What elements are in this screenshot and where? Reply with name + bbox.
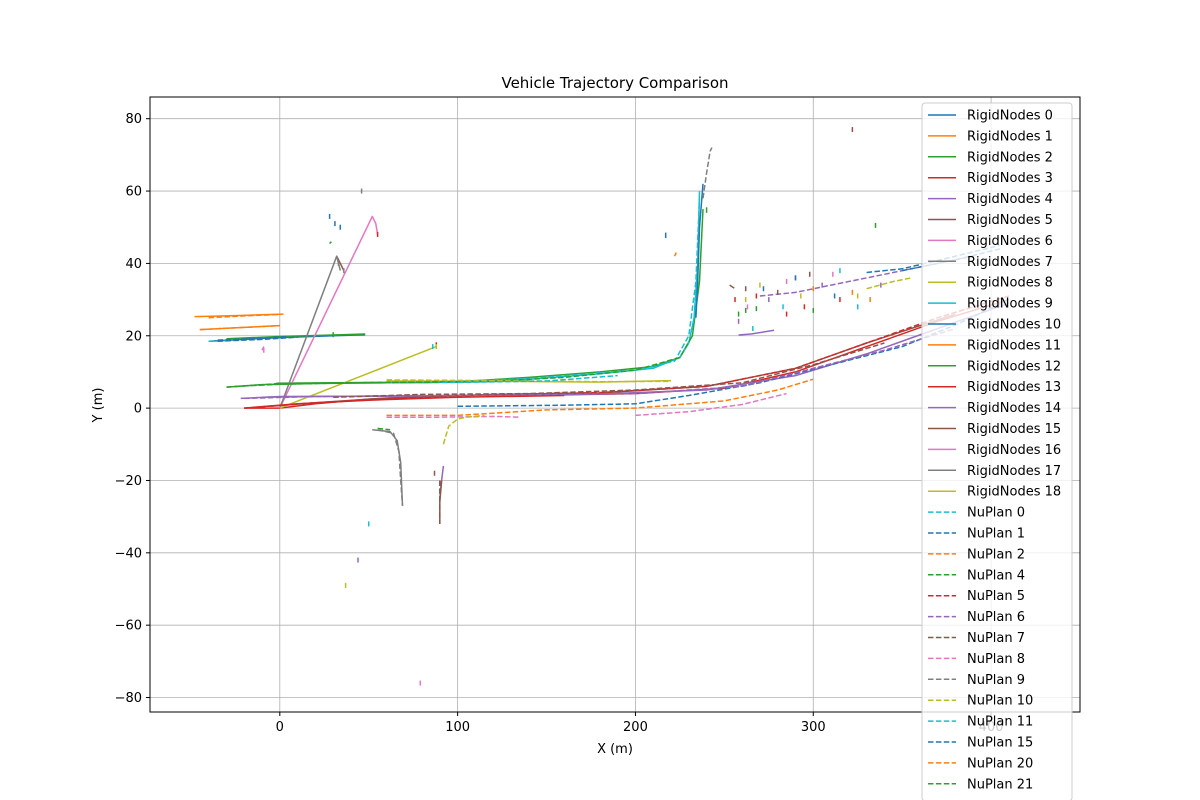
legend-label: NuPlan 7 — [967, 631, 1025, 646]
legend-label: RigidNodes 18 — [967, 485, 1061, 500]
series-nuplan-4 — [226, 335, 694, 431]
legend-label: RigidNodes 7 — [967, 255, 1053, 270]
series-line — [279, 215, 379, 409]
legend-label: RigidNodes 11 — [967, 338, 1061, 353]
series-line — [902, 248, 1001, 272]
x-axis-label: X (m) — [597, 742, 633, 757]
legend-label: NuPlan 20 — [967, 756, 1033, 771]
series-line — [866, 277, 912, 290]
series-nuplan-8 — [386, 392, 787, 418]
legend-label: NuPlan 15 — [967, 736, 1033, 751]
series-rigidnodes-16 — [261, 346, 265, 351]
series-nuplan-7 — [333, 284, 885, 524]
series-line — [372, 429, 404, 506]
series-nuplan-9 — [377, 147, 713, 506]
legend-label: NuPlan 21 — [967, 777, 1033, 792]
legend-label: RigidNodes 13 — [967, 380, 1061, 395]
legend-label: NuPlan 5 — [967, 589, 1025, 604]
legend-label: NuPlan 9 — [967, 673, 1025, 688]
series-rigidnodes-17 — [372, 429, 404, 506]
series-line — [261, 346, 265, 351]
series-line — [333, 342, 885, 399]
legend-label: RigidNodes 10 — [967, 318, 1061, 333]
series-line — [386, 415, 520, 418]
y-tick-label: −40 — [115, 546, 142, 561]
legend-label: NuPlan 4 — [967, 568, 1025, 583]
series-nuplan-21 — [235, 205, 708, 388]
legend-label: RigidNodes 14 — [967, 401, 1061, 416]
y-tick-label: 80 — [125, 112, 142, 127]
legend-label: RigidNodes 0 — [967, 109, 1053, 124]
trajectory-fragments — [263, 127, 882, 686]
legend-label: RigidNodes 5 — [967, 213, 1053, 228]
x-tick-label: 100 — [445, 720, 470, 735]
series-rigidnodes-8 — [279, 345, 437, 409]
legend-label: RigidNodes 15 — [967, 422, 1061, 437]
series-line — [635, 392, 787, 417]
legend-label: NuPlan 8 — [967, 652, 1025, 667]
y-tick-label: −20 — [115, 474, 142, 489]
legend-label: NuPlan 2 — [967, 547, 1025, 562]
series-line — [377, 427, 391, 431]
x-tick-label: 300 — [801, 720, 826, 735]
series-line — [244, 295, 1010, 409]
y-tick-label: 20 — [125, 329, 142, 344]
series-rigidnodes-0 — [208, 333, 366, 342]
series-nuplan-15 — [217, 230, 1001, 342]
legend-label: NuPlan 6 — [967, 610, 1025, 625]
y-tick-label: 40 — [125, 257, 142, 272]
series-nuplan-20 — [208, 252, 677, 319]
series-line — [738, 329, 775, 336]
legend-label: RigidNodes 17 — [967, 464, 1061, 479]
y-axis-label: Y (m) — [91, 388, 106, 424]
series-line — [217, 336, 298, 342]
chart-title: Vehicle Trajectory Comparison — [501, 74, 728, 92]
series-line — [673, 252, 677, 257]
legend-label: NuPlan 10 — [967, 694, 1033, 709]
series-nuplan-5 — [244, 295, 1010, 409]
series-line — [199, 324, 280, 331]
series-lines — [194, 147, 1010, 524]
series-line — [329, 241, 332, 245]
series-line — [702, 147, 713, 199]
legend: RigidNodes 0 RigidNodes 1 RigidNodes 2 Rigi… — [921, 102, 1073, 800]
series-nuplan-2 — [199, 324, 814, 417]
legend-label: RigidNodes 12 — [967, 359, 1061, 374]
series-line — [457, 298, 1010, 408]
plot-area — [194, 127, 1010, 686]
series-line — [217, 335, 289, 341]
legend-label: RigidNodes 2 — [967, 150, 1053, 165]
y-tick-label: −60 — [115, 619, 142, 634]
series-rigidnodes-6 — [279, 215, 379, 409]
y-tick-label: 0 — [134, 402, 142, 417]
series-line — [208, 333, 366, 342]
series-line — [386, 378, 814, 417]
series-line — [442, 414, 485, 445]
legend-label: RigidNodes 3 — [967, 171, 1053, 186]
axes-frame — [149, 96, 1081, 713]
y-tick-label: −80 — [115, 691, 142, 706]
series-line — [695, 183, 704, 318]
legend-label: NuPlan 0 — [967, 506, 1025, 521]
legend-label: RigidNodes 1 — [967, 129, 1053, 144]
legend-label: RigidNodes 8 — [967, 276, 1053, 291]
y-tick-label: 60 — [125, 185, 142, 200]
legend-frame — [921, 102, 1073, 800]
legend-label: NuPlan 1 — [967, 527, 1025, 542]
series-line — [279, 345, 437, 409]
series-line — [235, 381, 440, 388]
series-line — [422, 198, 701, 384]
legend-label: NuPlan 11 — [967, 715, 1033, 730]
series-rigidnodes-10 — [695, 183, 704, 318]
legend-label: RigidNodes 6 — [967, 234, 1053, 249]
legend-label: RigidNodes 4 — [967, 192, 1053, 207]
legend-label: RigidNodes 16 — [967, 443, 1061, 458]
series-line — [208, 313, 280, 319]
x-tick-label: 200 — [623, 720, 648, 735]
series-line — [729, 284, 736, 290]
series-line — [377, 429, 404, 506]
legend-label: RigidNodes 9 — [967, 297, 1053, 312]
x-tick-label: 0 — [276, 720, 284, 735]
